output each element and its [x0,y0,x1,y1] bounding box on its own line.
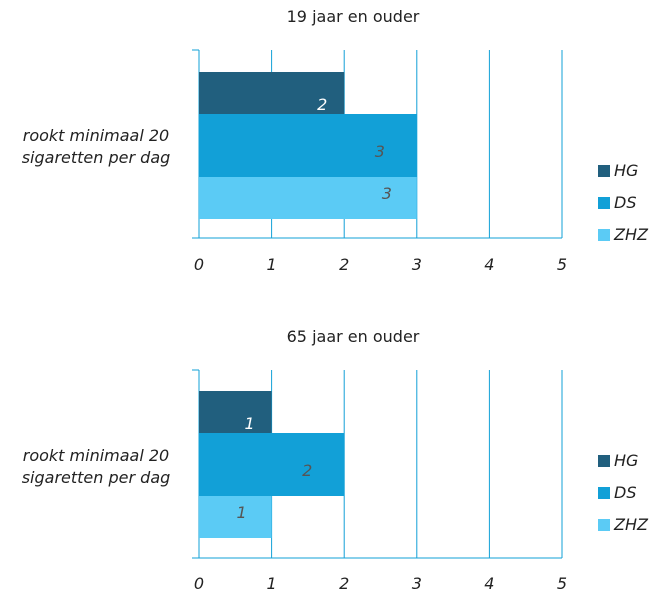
category-label-line: rookt minimaal 20 [23,446,169,465]
category-label: rookt minimaal 20 sigaretten per dag [22,446,171,487]
legend-swatch-hg [598,455,610,467]
bar-ds [199,114,417,177]
chart-title: 19 jaar en ouder [287,7,420,26]
x-tick-label: 3 [412,574,422,593]
x-tick-label: 1 [267,574,277,593]
legend-swatch-zhz [598,229,610,241]
legend-label-zhz: ZHZ [613,225,649,244]
data-label-ds: 2 [302,461,312,480]
data-label-ds: 3 [375,142,385,161]
x-tick-label: 2 [339,255,349,274]
bar-zhz [199,496,272,538]
x-tick-label: 0 [194,574,204,593]
legend-label-zhz: ZHZ [613,515,649,534]
x-tick-label: 4 [484,574,494,593]
bar-ds [199,433,345,496]
category-label-line: sigaretten per dag [22,148,171,167]
data-label-hg: 2 [317,95,327,114]
bar-zhz [199,177,417,219]
legend-label-hg: HG [614,451,638,470]
category-label-line: sigaretten per dag [22,468,171,487]
data-label-hg: 1 [245,414,255,433]
data-label-zhz: 1 [237,503,247,522]
x-tick-label: 1 [267,255,277,274]
x-tick-label: 4 [484,255,494,274]
legend-label-hg: HG [614,161,638,180]
legend-swatch-ds [598,487,610,499]
category-label-line: rookt minimaal 20 [23,126,169,145]
x-tick-label: 5 [557,574,567,593]
legend-swatch-hg [598,165,610,177]
x-tick-label: 3 [412,255,422,274]
x-tick-label: 2 [339,574,349,593]
category-label: rookt minimaal 20 sigaretten per dag [22,126,171,167]
legend-swatch-ds [598,197,610,209]
x-tick-label: 5 [557,255,567,274]
data-label-zhz: 3 [382,184,392,203]
chart-1: 19 jaar en ouder 2 3 3 0 1 2 3 4 5 rookt minimaal … [22,7,649,274]
legend-label-ds: DS [614,483,636,502]
legend-label-ds: DS [614,193,636,212]
chart-title: 65 jaar en ouder [287,327,420,346]
legend-swatch-zhz [598,519,610,531]
x-tick-label: 0 [194,255,204,274]
chart-2: 65 jaar en ouder 1 2 1 0 1 2 3 4 5 rookt minimaal … [22,327,649,593]
